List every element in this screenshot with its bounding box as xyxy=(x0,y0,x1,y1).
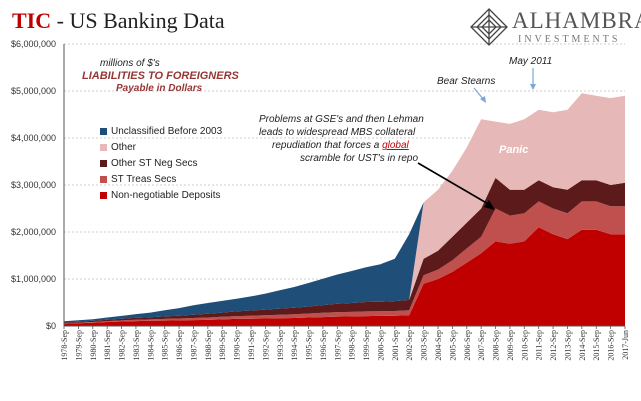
annotation-problems-global: global xyxy=(382,140,409,151)
legend-label: ST Treas Secs xyxy=(111,174,177,185)
annotation-bear-stearns: Bear Stearns xyxy=(437,76,496,87)
legend-swatch xyxy=(100,159,107,167)
legend-swatch xyxy=(100,143,107,151)
annotation-problems-line2: leads to widespread MBS collateral xyxy=(259,127,416,138)
x-tick-label: 2003-Sep xyxy=(420,330,429,361)
x-tick-label: 1982-Sep xyxy=(118,330,127,361)
problems-arrow xyxy=(417,162,491,206)
x-tick-label: 2006-Sep xyxy=(463,330,472,361)
page-title-prefix: TIC xyxy=(12,8,52,33)
x-tick-label: 1985-Sep xyxy=(161,330,170,361)
x-tick-label: 2004-Sep xyxy=(434,330,443,361)
may-2011-arrowhead xyxy=(530,84,536,90)
annotation-problems-line3-pre: repudiation that forces a xyxy=(272,140,383,151)
x-tick-label: 1980-Sep xyxy=(89,330,98,361)
x-tick-label: 1998-Sep xyxy=(348,330,357,361)
x-tick-label: 1993-Sep xyxy=(276,330,285,361)
annotation-problems-line4: scramble for UST's in repo xyxy=(300,153,419,164)
logo-sub: INVESTMENTS xyxy=(518,34,621,45)
y-tick-label: $3,000,000 xyxy=(11,180,56,190)
legend-swatch xyxy=(100,191,107,199)
legend-label: Other xyxy=(111,142,137,153)
x-tick-label: 2014-Sep xyxy=(578,330,587,361)
legend-label: Unclassified Before 2003 xyxy=(111,126,223,137)
logo: ALHAMBRA INVESTMENTS xyxy=(470,6,641,48)
y-tick-label: $0 xyxy=(46,321,56,331)
annotation-problems-line3: repudiation that forces a global xyxy=(272,140,409,151)
series-area xyxy=(64,177,625,324)
x-tick-label: 2001-Sep xyxy=(391,330,400,361)
legend-item-st-treas: ST Treas Secs xyxy=(100,174,176,185)
x-tick-label: 2000-Sep xyxy=(376,330,385,361)
x-tick-label: 2013-Sep xyxy=(563,330,572,361)
x-tick-label: 1994-Sep xyxy=(290,330,299,361)
logo-brand: ALHAMBRA xyxy=(512,8,641,33)
x-tick-label: 2008-Sep xyxy=(492,330,501,361)
x-tick-label: 2012-Sep xyxy=(549,330,558,361)
x-tick-label: 1995-Sep xyxy=(305,330,314,361)
legend-label: Other ST Neg Secs xyxy=(111,158,198,169)
page-title: TIC - US Banking Data xyxy=(12,8,225,34)
y-tick-label: $2,000,000 xyxy=(11,227,56,237)
alhambra-diamond-logo-icon xyxy=(470,8,508,46)
x-tick-label: 1990-Sep xyxy=(233,330,242,361)
x-tick-label: 2016-Sep xyxy=(607,330,616,361)
x-tick-label: 1984-Sep xyxy=(146,330,155,361)
x-tick-label: 1988-Sep xyxy=(204,330,213,361)
series-area xyxy=(64,201,625,324)
bear-stearns-arrowhead xyxy=(480,96,486,103)
legend-item-unclassified: Unclassified Before 2003 xyxy=(100,126,222,137)
x-tick-label: 2007-Sep xyxy=(477,330,486,361)
x-tick-label: 1978-Sep xyxy=(60,330,69,361)
legend-item-non-negotiable: Non-negotiable Deposits xyxy=(100,190,221,201)
y-tick-label: $6,000,000 xyxy=(11,39,56,49)
x-tick-label: 2011-Sep xyxy=(535,330,544,360)
x-tick-label: 1992-Sep xyxy=(261,330,270,361)
legend-swatch xyxy=(100,127,107,135)
x-tick-label: 1999-Sep xyxy=(362,330,371,361)
x-tick-label: 2010-Sep xyxy=(520,330,529,361)
legend-item-other-st-neg: Other ST Neg Secs xyxy=(100,158,198,169)
x-tick-label: 1996-Sep xyxy=(319,330,328,361)
problems-arrowhead xyxy=(484,200,495,210)
legend-item-other: Other xyxy=(100,142,136,153)
y-tick-label: $4,000,000 xyxy=(11,133,56,143)
subtitle-line2: Payable in Dollars xyxy=(116,83,203,94)
x-tick-label: 1987-Sep xyxy=(189,330,198,361)
x-tick-label: 1983-Sep xyxy=(132,330,141,361)
units-note: millions of $'s xyxy=(100,58,160,69)
y-tick-label: $5,000,000 xyxy=(11,86,56,96)
annotation-may-2011: May 2011 xyxy=(509,56,553,67)
x-tick-label: 2005-Sep xyxy=(448,330,457,361)
legend-label: Non-negotiable Deposits xyxy=(111,190,221,201)
legend-swatch xyxy=(100,175,107,183)
x-tick-label: 1979-Sep xyxy=(74,330,83,361)
subtitle-line1: LIABILITIES TO FOREIGNERS xyxy=(82,70,239,82)
x-tick-label: 1989-Sep xyxy=(218,330,227,361)
x-tick-label: 1997-Sep xyxy=(333,330,342,361)
series-area xyxy=(64,227,625,326)
page-title-rest: - US Banking Data xyxy=(51,8,225,33)
x-tick-label: 1986-Sep xyxy=(175,330,184,361)
series-area xyxy=(64,93,625,323)
x-tick-label: 2009-Sep xyxy=(506,330,515,361)
x-tick-label: 2017-Jun xyxy=(621,330,630,360)
annotation-problems-line1: Problems at GSE's and then Lehman xyxy=(259,114,424,125)
x-tick-label: 1981-Sep xyxy=(103,330,112,361)
x-tick-label: 1991-Sep xyxy=(247,330,256,361)
x-tick-label: 2002-Sep xyxy=(405,330,414,361)
x-tick-label: 2015-Sep xyxy=(592,330,601,361)
annotation-panic: Panic xyxy=(499,144,529,156)
series-area xyxy=(64,93,625,323)
y-tick-label: $1,000,000 xyxy=(11,274,56,284)
